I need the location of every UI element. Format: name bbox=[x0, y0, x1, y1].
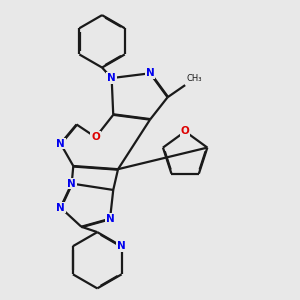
Text: N: N bbox=[107, 73, 116, 83]
Text: N: N bbox=[56, 202, 65, 212]
Text: O: O bbox=[181, 127, 190, 136]
Text: N: N bbox=[117, 241, 126, 251]
Text: N: N bbox=[106, 214, 114, 224]
Text: N: N bbox=[56, 139, 65, 148]
Text: N: N bbox=[146, 68, 154, 78]
Text: O: O bbox=[91, 132, 100, 142]
Text: CH₃: CH₃ bbox=[187, 74, 202, 82]
Text: N: N bbox=[67, 178, 76, 189]
